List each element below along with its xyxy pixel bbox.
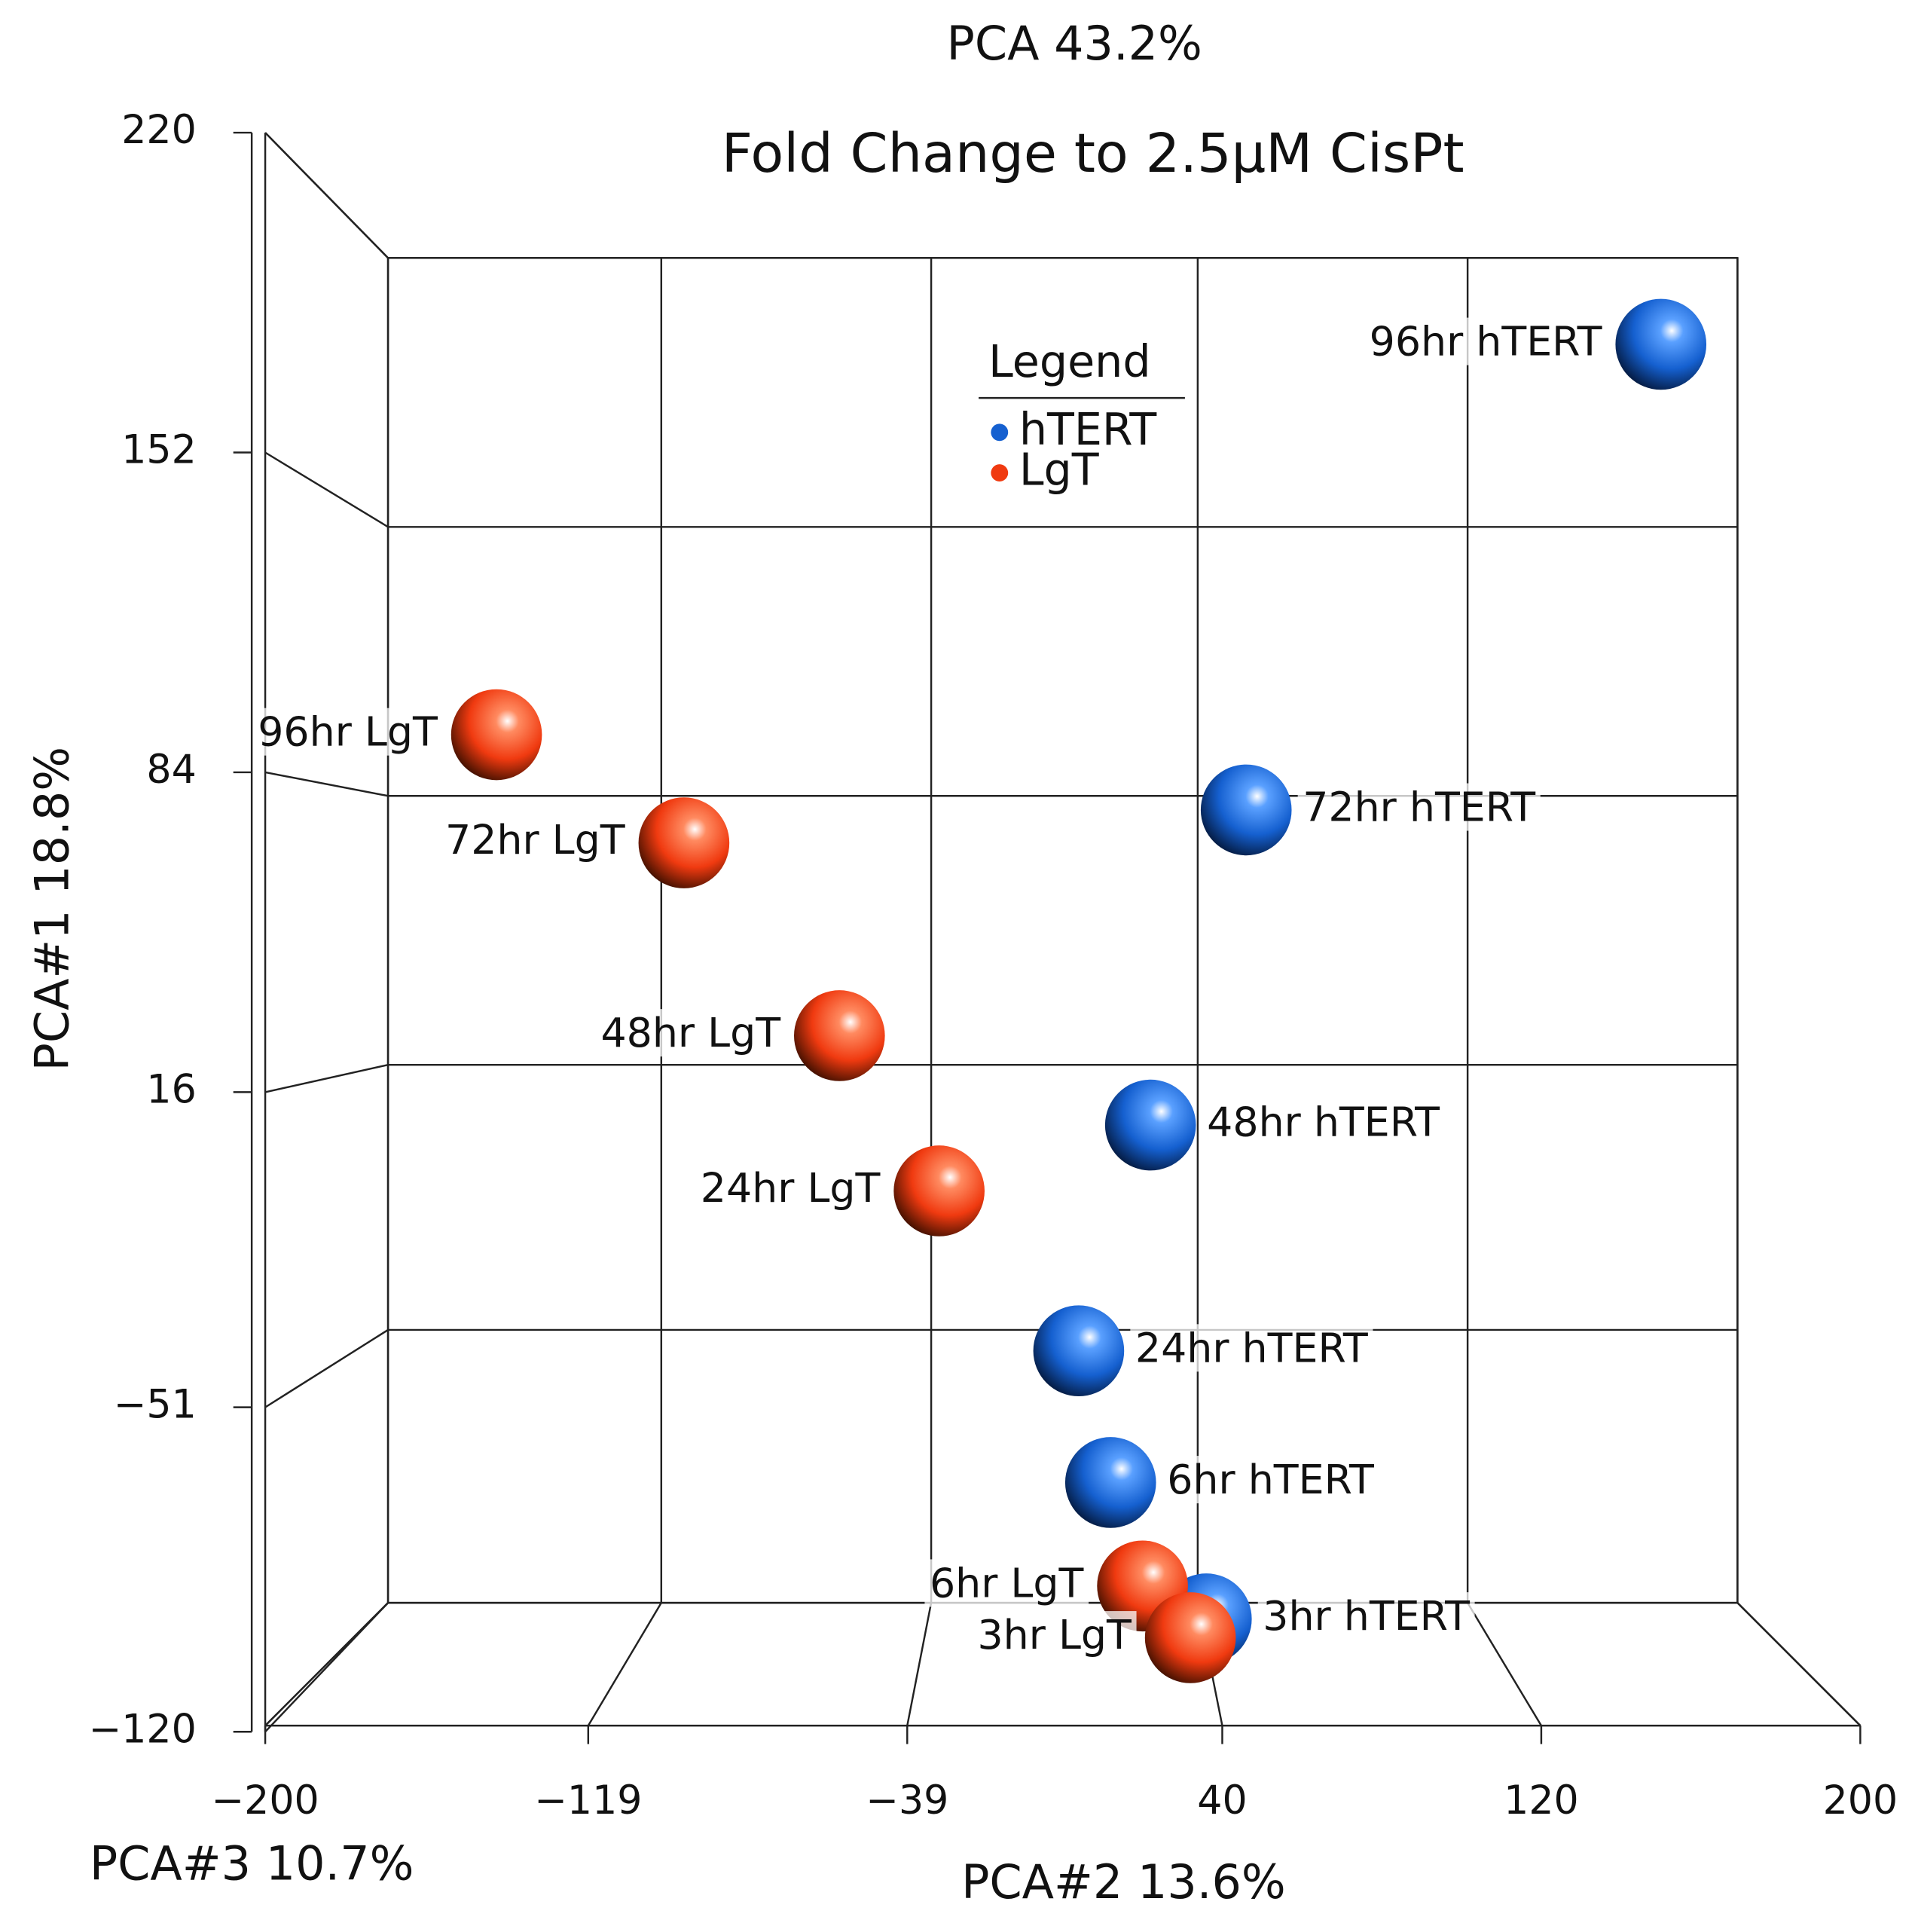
grid-line <box>264 771 389 797</box>
point-label: 3hr hTERT <box>1263 1592 1470 1640</box>
x-tick-label: −200 <box>211 1778 319 1823</box>
point-label: 6hr LgT <box>930 1559 1084 1606</box>
point-label: 24hr LgT <box>701 1164 881 1212</box>
grid-line <box>264 451 389 528</box>
legend-label: LgT <box>1019 445 1099 496</box>
x-tick-label: 200 <box>1823 1778 1898 1823</box>
label-background <box>1162 1456 1379 1504</box>
label-background <box>695 1164 886 1212</box>
legend-title: Legend <box>988 336 1150 387</box>
point-label: 6hr hTERT <box>1167 1456 1374 1503</box>
box-edge <box>1736 1602 1861 1726</box>
y-tick-label: 220 <box>121 108 197 153</box>
label-background <box>1257 1592 1475 1640</box>
point <box>1200 764 1292 856</box>
x-tick-label: −119 <box>534 1778 642 1823</box>
box-edge <box>264 1602 389 1726</box>
legend-label: hTERT <box>1019 404 1157 455</box>
grid-line <box>906 1602 933 1726</box>
point-label: 3hr LgT <box>977 1611 1132 1658</box>
point <box>893 1145 985 1237</box>
label-background <box>1364 317 1608 365</box>
label-background <box>924 1559 1089 1607</box>
point-label: 96hr hTERT <box>1370 318 1602 365</box>
point <box>1615 298 1707 390</box>
point-label: 96hr LgT <box>258 708 438 756</box>
point <box>638 797 730 888</box>
z-axis-label: PCA#3 10.7% <box>90 1837 414 1891</box>
y-tick-label: 84 <box>146 747 196 793</box>
label-background <box>595 1009 786 1057</box>
point <box>793 990 885 1081</box>
point-label: 24hr hTERT <box>1135 1324 1368 1371</box>
x-tick-label: 120 <box>1504 1778 1579 1823</box>
label-background <box>440 816 631 864</box>
point <box>1144 1592 1236 1683</box>
point <box>1033 1305 1125 1397</box>
label-background <box>1130 1324 1373 1372</box>
y-tick-label: −51 <box>114 1383 197 1428</box>
subtitle: PCA 43.2% <box>947 17 1202 71</box>
label-background <box>972 1611 1137 1659</box>
x-axis-label: PCA#2 13.6% <box>961 1855 1286 1909</box>
x-tick-label: 40 <box>1197 1778 1247 1823</box>
y-tick-label: −120 <box>89 1707 197 1752</box>
label-background <box>1202 1098 1445 1146</box>
y-tick-label: 16 <box>146 1067 196 1112</box>
point <box>1064 1437 1156 1528</box>
point <box>1104 1079 1196 1171</box>
grid-line <box>1467 1602 1542 1726</box>
point-label: 72hr hTERT <box>1303 784 1535 831</box>
label-background <box>252 708 443 756</box>
grid-line <box>264 1328 389 1408</box>
legend-marker <box>991 423 1009 442</box>
x-tick-label: −39 <box>866 1778 948 1823</box>
y-axis-label: PCA#1 18.8% <box>25 747 79 1071</box>
point-label: 48hr hTERT <box>1207 1099 1440 1146</box>
point-label: 48hr LgT <box>600 1009 780 1056</box>
chart-title: Fold Change to 2.5µM CisPt <box>722 121 1464 185</box>
point-label: 72hr LgT <box>445 816 625 864</box>
grid-line <box>264 1064 389 1093</box>
grid-line <box>587 1602 662 1726</box>
label-background <box>1297 783 1541 831</box>
legend-marker <box>991 464 1009 481</box>
box-edge <box>264 132 389 259</box>
point <box>450 689 542 781</box>
y-tick-label: 152 <box>121 428 197 473</box>
